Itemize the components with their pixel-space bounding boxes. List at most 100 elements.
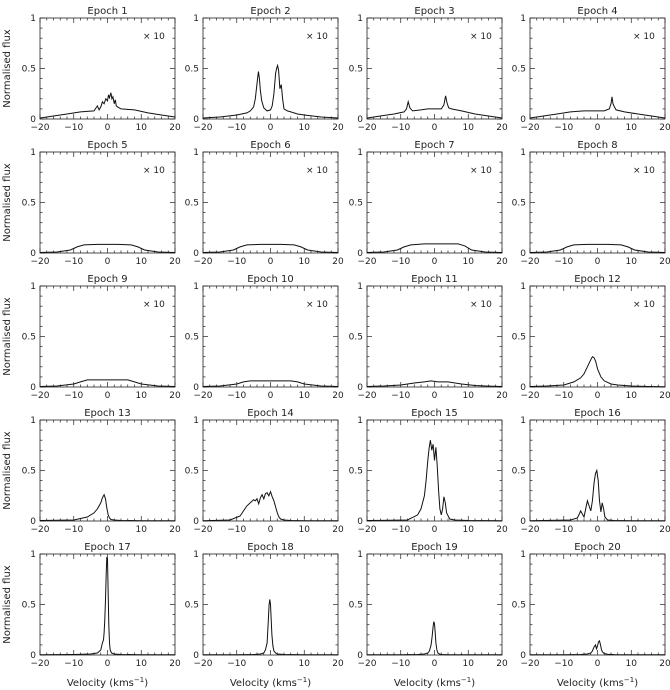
flux-profile-line (39, 92, 176, 119)
x-tick-label: −10 (391, 123, 410, 133)
y-tick-label: 0 (520, 517, 526, 527)
y-tick-label: 0.5 (22, 199, 36, 209)
x-axis-label: Velocity (kms−1) (557, 676, 638, 689)
flux-profile-line (366, 440, 503, 522)
y-tick-label: 0.5 (512, 467, 526, 477)
panel-title: Epoch 4 (577, 6, 617, 17)
y-tick-label: 0.5 (185, 333, 199, 343)
x-tick-label: 10 (136, 659, 148, 669)
y-tick-label: 0.5 (349, 333, 363, 343)
panel-title: Epoch 17 (84, 542, 131, 553)
x-tick-label: 0 (595, 257, 601, 267)
x-tick-label: 10 (299, 391, 311, 401)
x-tick-label: −20 (521, 659, 540, 669)
x-tick-label: 20 (169, 659, 181, 669)
scale-multiplier: × 10 (306, 300, 328, 310)
panel-epoch-8: −20 −10 0 10 20 0 0.5 1 Epoch 8 × 10 (512, 140, 670, 267)
scale-multiplier: × 10 (470, 32, 492, 42)
x-tick-label: −20 (194, 525, 213, 535)
y-tick-label: 1 (520, 416, 526, 426)
scale-multiplier: × 10 (470, 300, 492, 310)
y-axis-label: Normalised flux (2, 29, 13, 107)
panel-epoch-14: −20 −10 0 10 20 0 0.5 1 Epoch 14 (185, 408, 344, 535)
x-tick-label: 0 (268, 123, 274, 133)
y-axis-label: Normalised flux (2, 565, 13, 643)
x-tick-label: 10 (626, 257, 638, 267)
x-tick-label: 0 (432, 525, 438, 535)
y-tick-label: 0 (193, 115, 199, 125)
x-tick-label: 10 (463, 257, 475, 267)
flux-profile-line (39, 243, 176, 253)
panel-frame (529, 553, 666, 656)
x-tick-label: −20 (31, 525, 50, 535)
x-tick-label: −10 (391, 257, 410, 267)
x-axis-label: Velocity (kms−1) (394, 676, 475, 689)
y-tick-label: 1 (357, 14, 363, 24)
x-tick-label: 10 (136, 525, 148, 535)
flux-profile-line (366, 621, 502, 656)
y-tick-label: 0.5 (185, 467, 199, 477)
x-tick-label: −10 (64, 659, 83, 669)
x-tick-label: 0 (595, 391, 601, 401)
panel-epoch-1: −20 −10 0 10 20 0 0.5 1 Epoch 1 × 10 (22, 6, 181, 133)
x-tick-label: −10 (64, 391, 83, 401)
y-tick-label: 0.5 (512, 65, 526, 75)
scale-multiplier: × 10 (306, 166, 328, 176)
panel-epoch-16: −20 −10 0 10 20 0 0.5 1 Epoch 16 (512, 408, 670, 535)
x-tick-label: 0 (105, 391, 111, 401)
x-tick-label: 0 (595, 659, 601, 669)
panel-epoch-3: −20 −10 0 10 20 0 0.5 1 Epoch 3 × 10 (349, 6, 508, 133)
flux-profile-line (39, 556, 176, 656)
flux-profile-line (529, 243, 666, 253)
y-tick-label: 0.5 (512, 333, 526, 343)
x-axis-label: Velocity (kms−1) (67, 676, 148, 689)
x-tick-label: 20 (169, 525, 181, 535)
x-tick-label: 10 (463, 391, 475, 401)
x-tick-label: 20 (659, 525, 670, 535)
flux-profile-line (366, 243, 503, 253)
x-tick-label: 10 (299, 257, 311, 267)
x-tick-label: 20 (659, 257, 670, 267)
x-tick-label: −20 (194, 391, 213, 401)
x-tick-label: −10 (554, 525, 573, 535)
y-tick-label: 0.5 (512, 199, 526, 209)
y-tick-label: 0 (30, 651, 36, 661)
x-tick-label: 20 (169, 257, 181, 267)
scale-multiplier: × 10 (143, 32, 165, 42)
panel-frame (202, 419, 339, 522)
x-tick-label: 10 (626, 659, 638, 669)
x-tick-label: 20 (496, 525, 508, 535)
y-tick-label: 0 (520, 249, 526, 259)
x-tick-label: 10 (463, 123, 475, 133)
panel-frame (366, 419, 503, 522)
x-tick-label: 0 (268, 391, 274, 401)
panel-epoch-19: −20 −10 0 10 20 0 0.5 1 Epoch 19 (349, 542, 508, 669)
y-tick-label: 1 (193, 148, 199, 158)
x-tick-label: −20 (358, 123, 377, 133)
y-tick-label: 0 (193, 249, 199, 259)
x-tick-label: 0 (105, 659, 111, 669)
x-tick-label: −10 (227, 123, 246, 133)
x-tick-label: −20 (358, 257, 377, 267)
y-tick-label: 0 (520, 115, 526, 125)
y-tick-label: 0 (357, 383, 363, 393)
x-tick-label: −20 (358, 391, 377, 401)
x-tick-label: −20 (358, 525, 377, 535)
y-tick-label: 0.5 (22, 333, 36, 343)
x-tick-label: 10 (626, 525, 638, 535)
panel-title: Epoch 12 (574, 274, 621, 285)
flux-profile-line (202, 599, 339, 656)
x-tick-label: −10 (227, 659, 246, 669)
panel-title: Epoch 7 (414, 140, 454, 151)
x-tick-label: −20 (31, 123, 50, 133)
x-tick-label: 0 (105, 257, 111, 267)
y-tick-label: 0 (357, 249, 363, 259)
panel-epoch-15: −20 −10 0 10 20 0 0.5 1 Epoch 15 (349, 408, 508, 535)
x-tick-label: −20 (521, 257, 540, 267)
y-tick-label: 0.5 (349, 65, 363, 75)
panel-title: Epoch 14 (247, 408, 294, 419)
x-tick-label: −10 (554, 391, 573, 401)
y-tick-label: 1 (193, 416, 199, 426)
scale-multiplier: × 10 (306, 32, 328, 42)
x-tick-label: 20 (169, 123, 181, 133)
